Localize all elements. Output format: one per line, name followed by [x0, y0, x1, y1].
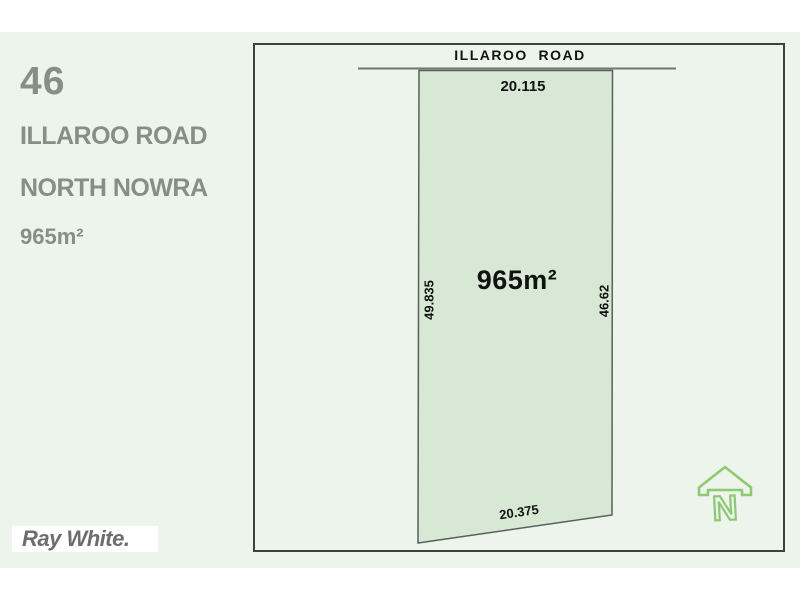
land-area: 965m² — [20, 224, 84, 249]
dimension-right: 46.62 — [596, 284, 612, 318]
north-letter: N — [711, 488, 738, 525]
north-arrow-icon — [697, 465, 753, 497]
suburb-name: NORTH NOWRA — [20, 174, 208, 202]
page-background — [0, 32, 800, 568]
logo-text: Ray White. — [22, 526, 130, 551]
dimension-left: 49.835 — [421, 280, 437, 320]
road-name-label: ILLAROO ROAD — [454, 47, 586, 63]
dimension-top: 20.115 — [500, 78, 546, 95]
north-icon: N — [697, 465, 753, 525]
street-name: ILLAROO ROAD — [20, 122, 208, 150]
plan-frame — [253, 43, 785, 552]
ray-white-logo: Ray White. — [12, 526, 158, 552]
street-number: 46 — [20, 60, 66, 103]
parcel-area-label: 965m² — [476, 265, 558, 295]
